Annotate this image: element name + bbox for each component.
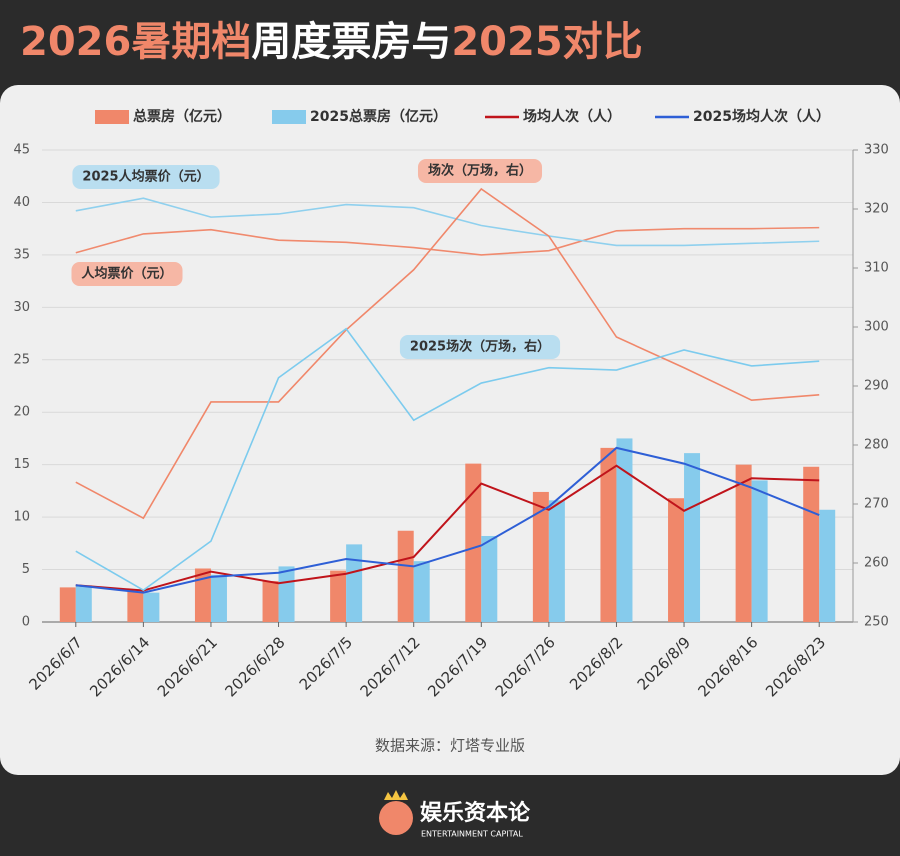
y2-tick-label: 300 — [864, 320, 889, 335]
chart-title: 2026暑期档周度票房与2025对比 — [20, 19, 643, 65]
bar — [751, 480, 768, 622]
bar — [194, 568, 211, 622]
legend-label: 总票房（亿元） — [133, 108, 231, 125]
bar — [600, 447, 617, 622]
y-tick-label: 45 — [13, 143, 30, 158]
brand: 娱乐资本论 — [420, 800, 531, 826]
bar — [397, 530, 414, 622]
bar — [684, 453, 701, 622]
bar — [413, 561, 430, 622]
series-label: 2025人均票价（元） — [72, 165, 220, 189]
y2-tick-label: 260 — [864, 556, 889, 571]
logo-crown — [384, 790, 408, 800]
y-tick-label: 20 — [13, 405, 30, 420]
bar — [616, 438, 633, 622]
bar — [819, 509, 836, 622]
y2-tick-label: 270 — [864, 497, 889, 512]
series-label: 2025场次（万场，右） — [399, 335, 561, 359]
y-tick-label: 15 — [13, 457, 30, 472]
line — [75, 197, 820, 247]
bar — [262, 581, 279, 622]
label-pill — [417, 159, 543, 183]
y-tick-label: 10 — [13, 510, 30, 525]
bar — [465, 463, 482, 622]
bar — [735, 464, 752, 622]
legend-swatch — [95, 110, 129, 124]
label-text: 2025人均票价（元） — [82, 169, 209, 185]
y-tick-label: 30 — [13, 300, 30, 315]
y2-tick-label: 250 — [864, 615, 889, 630]
logo-icon — [379, 801, 413, 835]
bar — [330, 570, 347, 622]
y-tick-label: 35 — [13, 247, 30, 262]
label-text: 场次（万场，右） — [428, 163, 532, 179]
line — [75, 187, 820, 520]
bar — [143, 592, 160, 622]
label-text: 人均票价（元） — [81, 266, 172, 282]
bar — [278, 566, 295, 622]
line — [75, 446, 820, 594]
series-label: 场次（万场，右） — [417, 159, 543, 183]
bar — [59, 587, 76, 622]
label-pill — [72, 165, 220, 189]
legend-label: 2025场均人次（人） — [693, 108, 830, 125]
bar — [668, 498, 685, 622]
y-tick-label: 40 — [13, 195, 30, 210]
label-pill — [399, 335, 561, 359]
y2-tick-label: 290 — [864, 379, 889, 394]
legend-label: 2025总票房（亿元） — [310, 108, 447, 125]
source: 数据来源：灯塔专业版 — [375, 737, 525, 755]
y2-tick-label: 310 — [864, 261, 889, 276]
y-tick-label: 5 — [22, 562, 30, 577]
y-tick-label: 0 — [22, 615, 30, 630]
line — [75, 464, 820, 592]
legend-label: 场均人次（人） — [523, 108, 621, 125]
brand-sub: ENTERTAINMENT CAPITAL — [421, 830, 523, 839]
bar — [532, 491, 549, 622]
line — [75, 327, 820, 592]
legend-swatch — [272, 110, 306, 124]
bar — [548, 500, 565, 622]
bar — [127, 590, 144, 622]
title-part: 2026暑期档 — [20, 19, 251, 65]
line — [75, 226, 820, 256]
y2-tick-label: 330 — [864, 143, 889, 158]
y-tick-label: 25 — [13, 352, 30, 367]
y2-tick-label: 320 — [864, 202, 889, 217]
bar — [210, 574, 227, 622]
y2-tick-label: 280 — [864, 438, 889, 453]
bar — [481, 535, 498, 622]
title-part: 周度票房与 — [251, 19, 451, 65]
label-text: 2025场次（万场，右） — [410, 339, 550, 355]
footer-logo: 娱乐资本论 ENTERTAINMENT CAPITAL — [379, 790, 531, 839]
bar — [803, 466, 820, 622]
title-part: 2025对比 — [451, 19, 642, 65]
series-label: 人均票价（元） — [71, 262, 183, 286]
bar — [75, 585, 92, 622]
bar — [346, 544, 363, 622]
label-pill — [71, 262, 183, 286]
